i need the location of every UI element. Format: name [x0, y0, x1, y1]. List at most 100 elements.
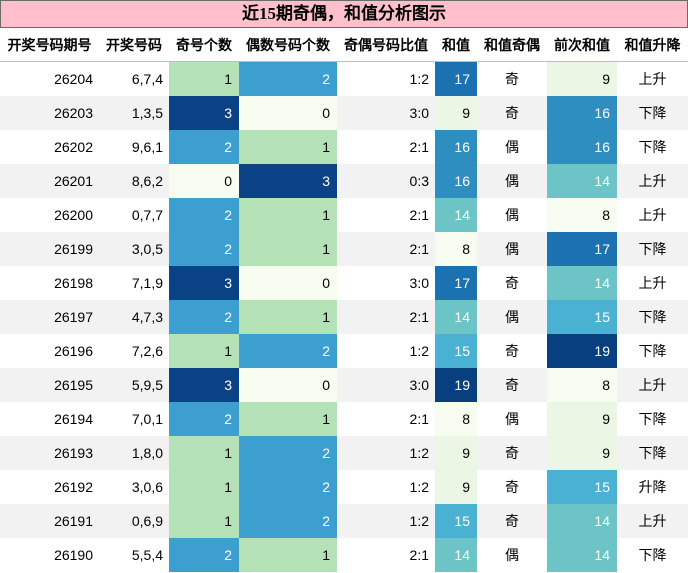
cell-nums: 7,0,1 [131, 411, 163, 427]
cell-parity: 奇 [505, 71, 519, 87]
cell-nums: 9,6,1 [131, 139, 163, 155]
table-row: 26198 7,1,9 3 0 3:0 17 奇 14 上升 [0, 266, 688, 300]
cell-nums: 5,9,5 [99, 368, 169, 402]
cell-parity: 奇 [505, 479, 519, 495]
cell-prev: 8 [547, 368, 617, 402]
table-row: 26194 7,0,1 2 1 2:1 8 偶 9 下降 [0, 402, 688, 436]
table-body: 26204 6,7,4 1 2 1:2 17 奇 9 上升 26203 1,3,5 3 0 3:0 9 奇 16… [0, 61, 688, 572]
cell-even: 3 [239, 164, 337, 198]
cell-prev: 14 [547, 538, 617, 572]
cell-issue: 26202 [54, 139, 93, 155]
cell-even: 1 [239, 300, 337, 334]
cell-issue: 26192 [54, 479, 93, 495]
cell-issue: 26200 [54, 207, 93, 223]
cell-parity: 奇 [505, 343, 519, 359]
cell-prev: 15 [547, 470, 617, 504]
cell-trend: 下降 [617, 300, 688, 334]
cell-nums: 5,5,4 [131, 547, 163, 563]
cell-prev: 15 [547, 300, 617, 334]
cell-parity: 偶 [477, 232, 547, 266]
column-header: 奇号个数 [169, 28, 239, 62]
table-row: 26200 0,7,7 2 1 2:1 14 偶 8 上升 [0, 198, 688, 232]
cell-trend: 下降 [617, 96, 688, 130]
cell-ratio: 2:1 [409, 207, 429, 223]
cell-even: 2 [239, 470, 337, 504]
chart-title: 近15期奇偶，和值分析图示 [0, 0, 688, 28]
cell-trend: 上升 [638, 207, 667, 223]
cell-trend: 下降 [638, 139, 667, 155]
cell-sum: 16 [435, 164, 477, 198]
cell-odd: 1 [169, 334, 239, 368]
cell-trend: 下降 [617, 436, 688, 470]
cell-trend: 上升 [617, 504, 688, 538]
cell-trend: 上升 [638, 275, 667, 291]
column-header: 开奖号码期号 [0, 28, 99, 62]
header-row: 开奖号码期号 开奖号码 奇号个数 偶数号码个数 奇偶号码比值 和值 和值奇偶 前次和值 和值升降 [0, 28, 688, 62]
cell-issue: 26197 [0, 300, 99, 334]
cell-sum: 15 [435, 334, 477, 368]
cell-issue: 26194 [54, 411, 93, 427]
cell-issue: 26190 [54, 547, 93, 563]
cell-odd: 2 [169, 232, 239, 266]
cell-trend: 下降 [617, 232, 688, 266]
cell-prev: 14 [547, 266, 617, 300]
cell-ratio: 1:2 [409, 479, 429, 495]
cell-ratio: 3:0 [337, 96, 435, 130]
cell-nums: 7,1,9 [131, 275, 163, 291]
cell-odd: 1 [169, 504, 239, 538]
cell-sum: 14 [435, 538, 477, 572]
cell-even: 2 [239, 61, 337, 96]
cell-sum: 17 [435, 266, 477, 300]
cell-nums: 1,8,0 [99, 436, 169, 470]
cell-nums: 3,0,5 [99, 232, 169, 266]
column-header: 和值升降 [617, 28, 688, 62]
cell-ratio: 1:2 [337, 504, 435, 538]
column-header: 偶数号码个数 [239, 28, 337, 62]
table-row: 26190 5,5,4 2 1 2:1 14 偶 14 下降 [0, 538, 688, 572]
cell-nums: 0,6,9 [99, 504, 169, 538]
cell-sum: 17 [435, 61, 477, 96]
table-row: 26195 5,9,5 3 0 3:0 19 奇 8 上升 [0, 368, 688, 402]
cell-prev: 19 [547, 334, 617, 368]
cell-ratio: 3:0 [409, 275, 429, 291]
column-header: 前次和值 [547, 28, 617, 62]
cell-prev: 16 [547, 96, 617, 130]
cell-odd: 1 [169, 436, 239, 470]
cell-parity: 奇 [505, 275, 519, 291]
cell-prev: 14 [547, 504, 617, 538]
cell-nums: 4,7,3 [99, 300, 169, 334]
cell-ratio: 3:0 [337, 368, 435, 402]
column-header: 和值奇偶 [477, 28, 547, 62]
cell-trend: 下降 [638, 411, 667, 427]
cell-odd: 2 [169, 402, 239, 436]
cell-prev: 14 [547, 164, 617, 198]
cell-nums: 0,7,7 [131, 207, 163, 223]
table-row: 26204 6,7,4 1 2 1:2 17 奇 9 上升 [0, 61, 688, 96]
cell-issue: 26204 [54, 71, 93, 87]
cell-nums: 3,0,6 [131, 479, 163, 495]
cell-parity: 奇 [477, 96, 547, 130]
cell-prev: 17 [547, 232, 617, 266]
cell-nums: 7,2,6 [131, 343, 163, 359]
cell-sum: 16 [435, 130, 477, 164]
table-row: 26196 7,2,6 1 2 1:2 15 奇 19 下降 [0, 334, 688, 368]
cell-even: 2 [239, 504, 337, 538]
cell-odd: 0 [169, 164, 239, 198]
cell-parity: 奇 [477, 436, 547, 470]
cell-trend: 下降 [638, 343, 667, 359]
cell-sum: 19 [435, 368, 477, 402]
cell-parity: 偶 [477, 164, 547, 198]
cell-even: 1 [239, 232, 337, 266]
cell-ratio: 0:3 [337, 164, 435, 198]
cell-ratio: 2:1 [337, 232, 435, 266]
cell-issue: 26195 [0, 368, 99, 402]
cell-odd: 1 [169, 470, 239, 504]
cell-ratio: 1:2 [409, 343, 429, 359]
cell-prev: 8 [547, 198, 617, 232]
table-row: 26202 9,6,1 2 1 2:1 16 偶 16 下降 [0, 130, 688, 164]
cell-trend: 升降 [638, 479, 667, 495]
cell-odd: 2 [169, 300, 239, 334]
cell-even: 1 [239, 538, 337, 572]
cell-issue: 26193 [0, 436, 99, 470]
